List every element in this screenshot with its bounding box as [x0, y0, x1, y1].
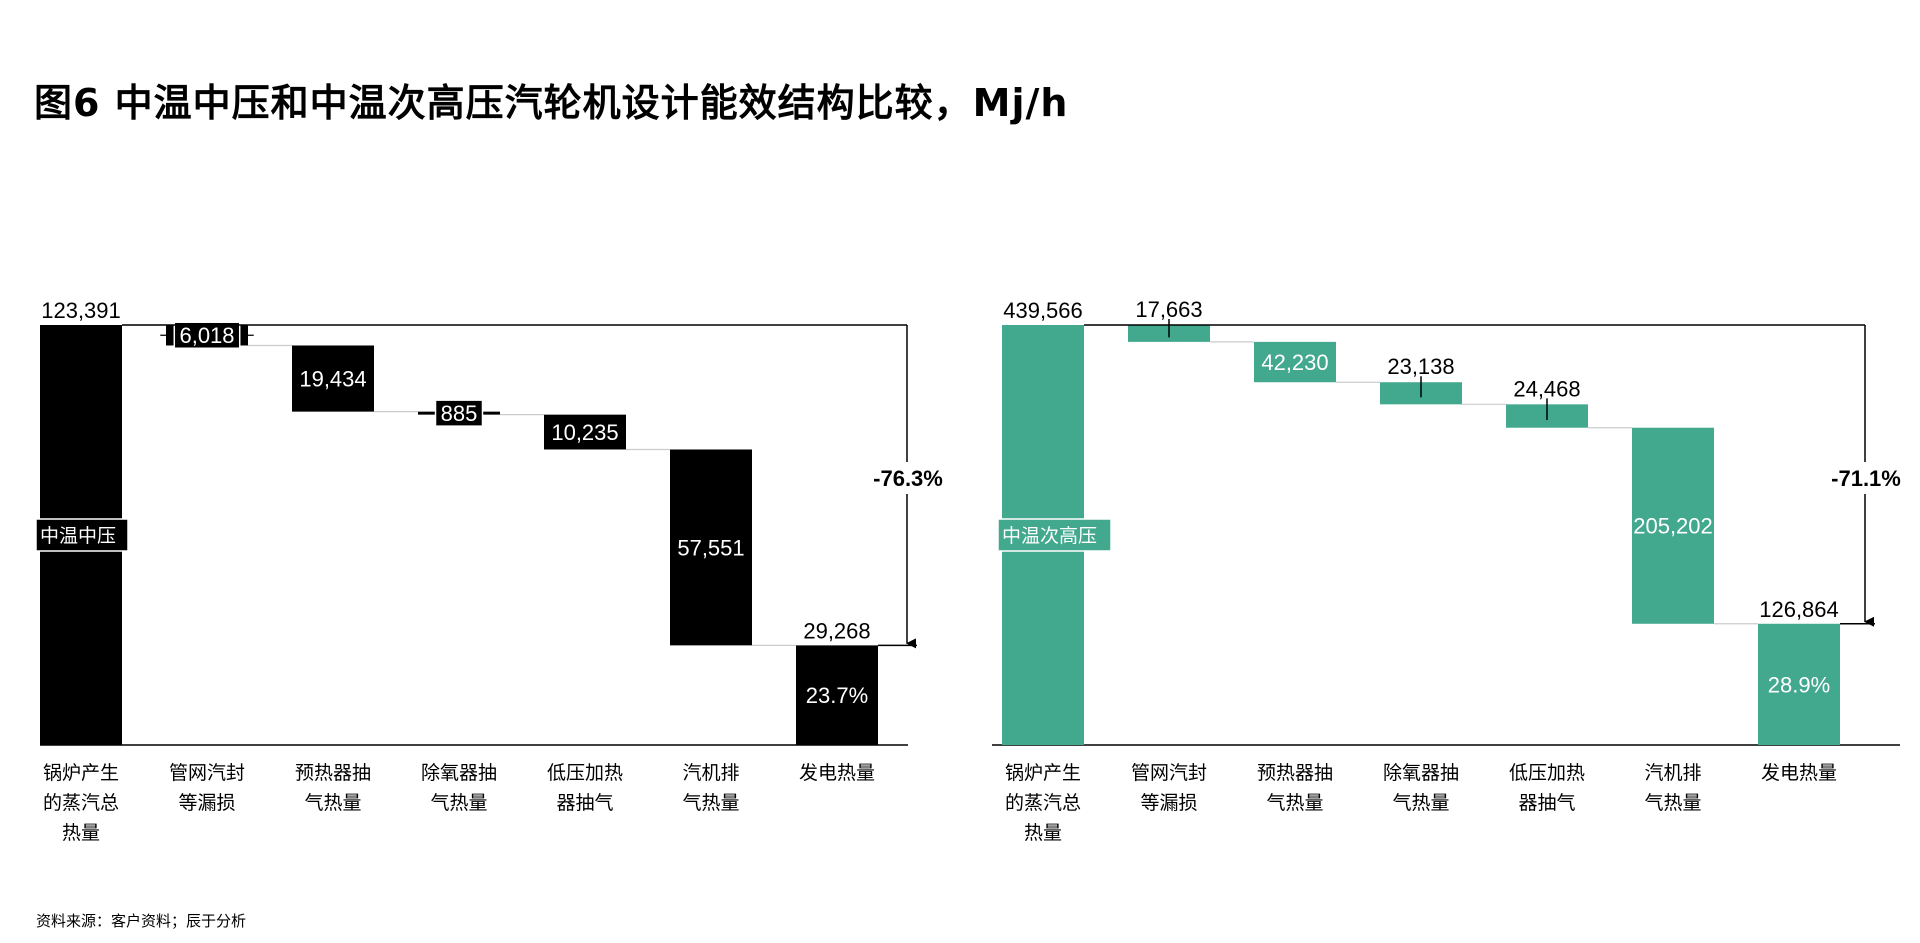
change-label: -71.1%: [1831, 466, 1901, 491]
waterfall-bar: [1632, 427, 1714, 624]
waterfall-bar: [1758, 623, 1840, 745]
change-label: -76.3%: [873, 466, 943, 491]
value-label: 29,268: [803, 618, 870, 643]
waterfall-bar: [670, 449, 752, 646]
category-label: 汽机排: [682, 762, 739, 784]
page-title: 图6 中温中压和中温次高压汽轮机设计能效结构比较，Mj/h: [34, 81, 1069, 125]
series-label-box: [997, 518, 1112, 552]
waterfall-bar: [1254, 341, 1336, 383]
category-label: 管网汽封: [169, 762, 245, 784]
category-label: 器抽气: [1518, 792, 1575, 814]
source-note: 资料来源：客户资料；辰于分析: [36, 912, 247, 930]
waterfall-bar: [292, 345, 374, 412]
series-label: 中温次高压: [1002, 525, 1097, 547]
value-label-box: [173, 321, 241, 349]
value-label: 17,663: [1135, 297, 1202, 322]
category-label: 管网汽封: [1131, 762, 1207, 784]
value-label: 439,566: [1003, 298, 1083, 323]
category-label: 除氧器抽: [421, 762, 497, 784]
category-label: 预热器抽: [1257, 762, 1333, 784]
category-label: 气热量: [304, 792, 361, 814]
change-label-bg: [870, 462, 946, 494]
category-label: 热量: [1024, 822, 1062, 844]
waterfall-bar: [796, 645, 878, 745]
category-label: 的蒸汽总: [43, 792, 119, 814]
waterfall-bar: [544, 414, 626, 450]
value-label: 10,235: [551, 420, 618, 445]
value-label: 126,864: [1759, 597, 1839, 622]
category-label: 等漏损: [1140, 792, 1197, 814]
category-label: 气热量: [1266, 792, 1323, 814]
category-label: 热量: [62, 822, 100, 844]
value-label: 42,230: [1261, 350, 1328, 375]
category-label: 汽机排: [1644, 762, 1701, 784]
category-label: 发电热量: [1761, 762, 1837, 784]
category-label: 除氧器抽: [1383, 762, 1459, 784]
category-label: 气热量: [1644, 792, 1701, 814]
category-label: 器抽气: [556, 792, 613, 814]
change-label-bg: [1828, 462, 1904, 494]
category-label: 等漏损: [178, 792, 235, 814]
category-label: 气热量: [1392, 792, 1449, 814]
value-label: 205,202: [1633, 514, 1713, 539]
value-label: 885: [441, 401, 478, 426]
final-share-label: 23.7%: [806, 683, 868, 708]
value-label: 123,391: [41, 298, 121, 323]
category-label: 锅炉产生: [43, 762, 119, 784]
value-label: 24,468: [1513, 376, 1580, 401]
series-label-box: [35, 518, 129, 552]
final-share-label: 28.9%: [1768, 672, 1830, 697]
category-label: 气热量: [682, 792, 739, 814]
category-label: 气热量: [430, 792, 487, 814]
category-label: 预热器抽: [295, 762, 371, 784]
value-label: 57,551: [677, 535, 744, 560]
value-label: 19,434: [299, 367, 366, 392]
value-label: 23,138: [1387, 354, 1454, 379]
series-label: 中温中压: [40, 525, 116, 547]
category-label: 锅炉产生: [1005, 762, 1081, 784]
category-label: 的蒸汽总: [1005, 792, 1081, 814]
category-label: 发电热量: [799, 762, 875, 784]
value-label-box: [434, 399, 484, 427]
category-label: 低压加热: [547, 762, 623, 784]
value-label: 6,018: [179, 323, 234, 348]
category-label: 低压加热: [1509, 762, 1585, 784]
